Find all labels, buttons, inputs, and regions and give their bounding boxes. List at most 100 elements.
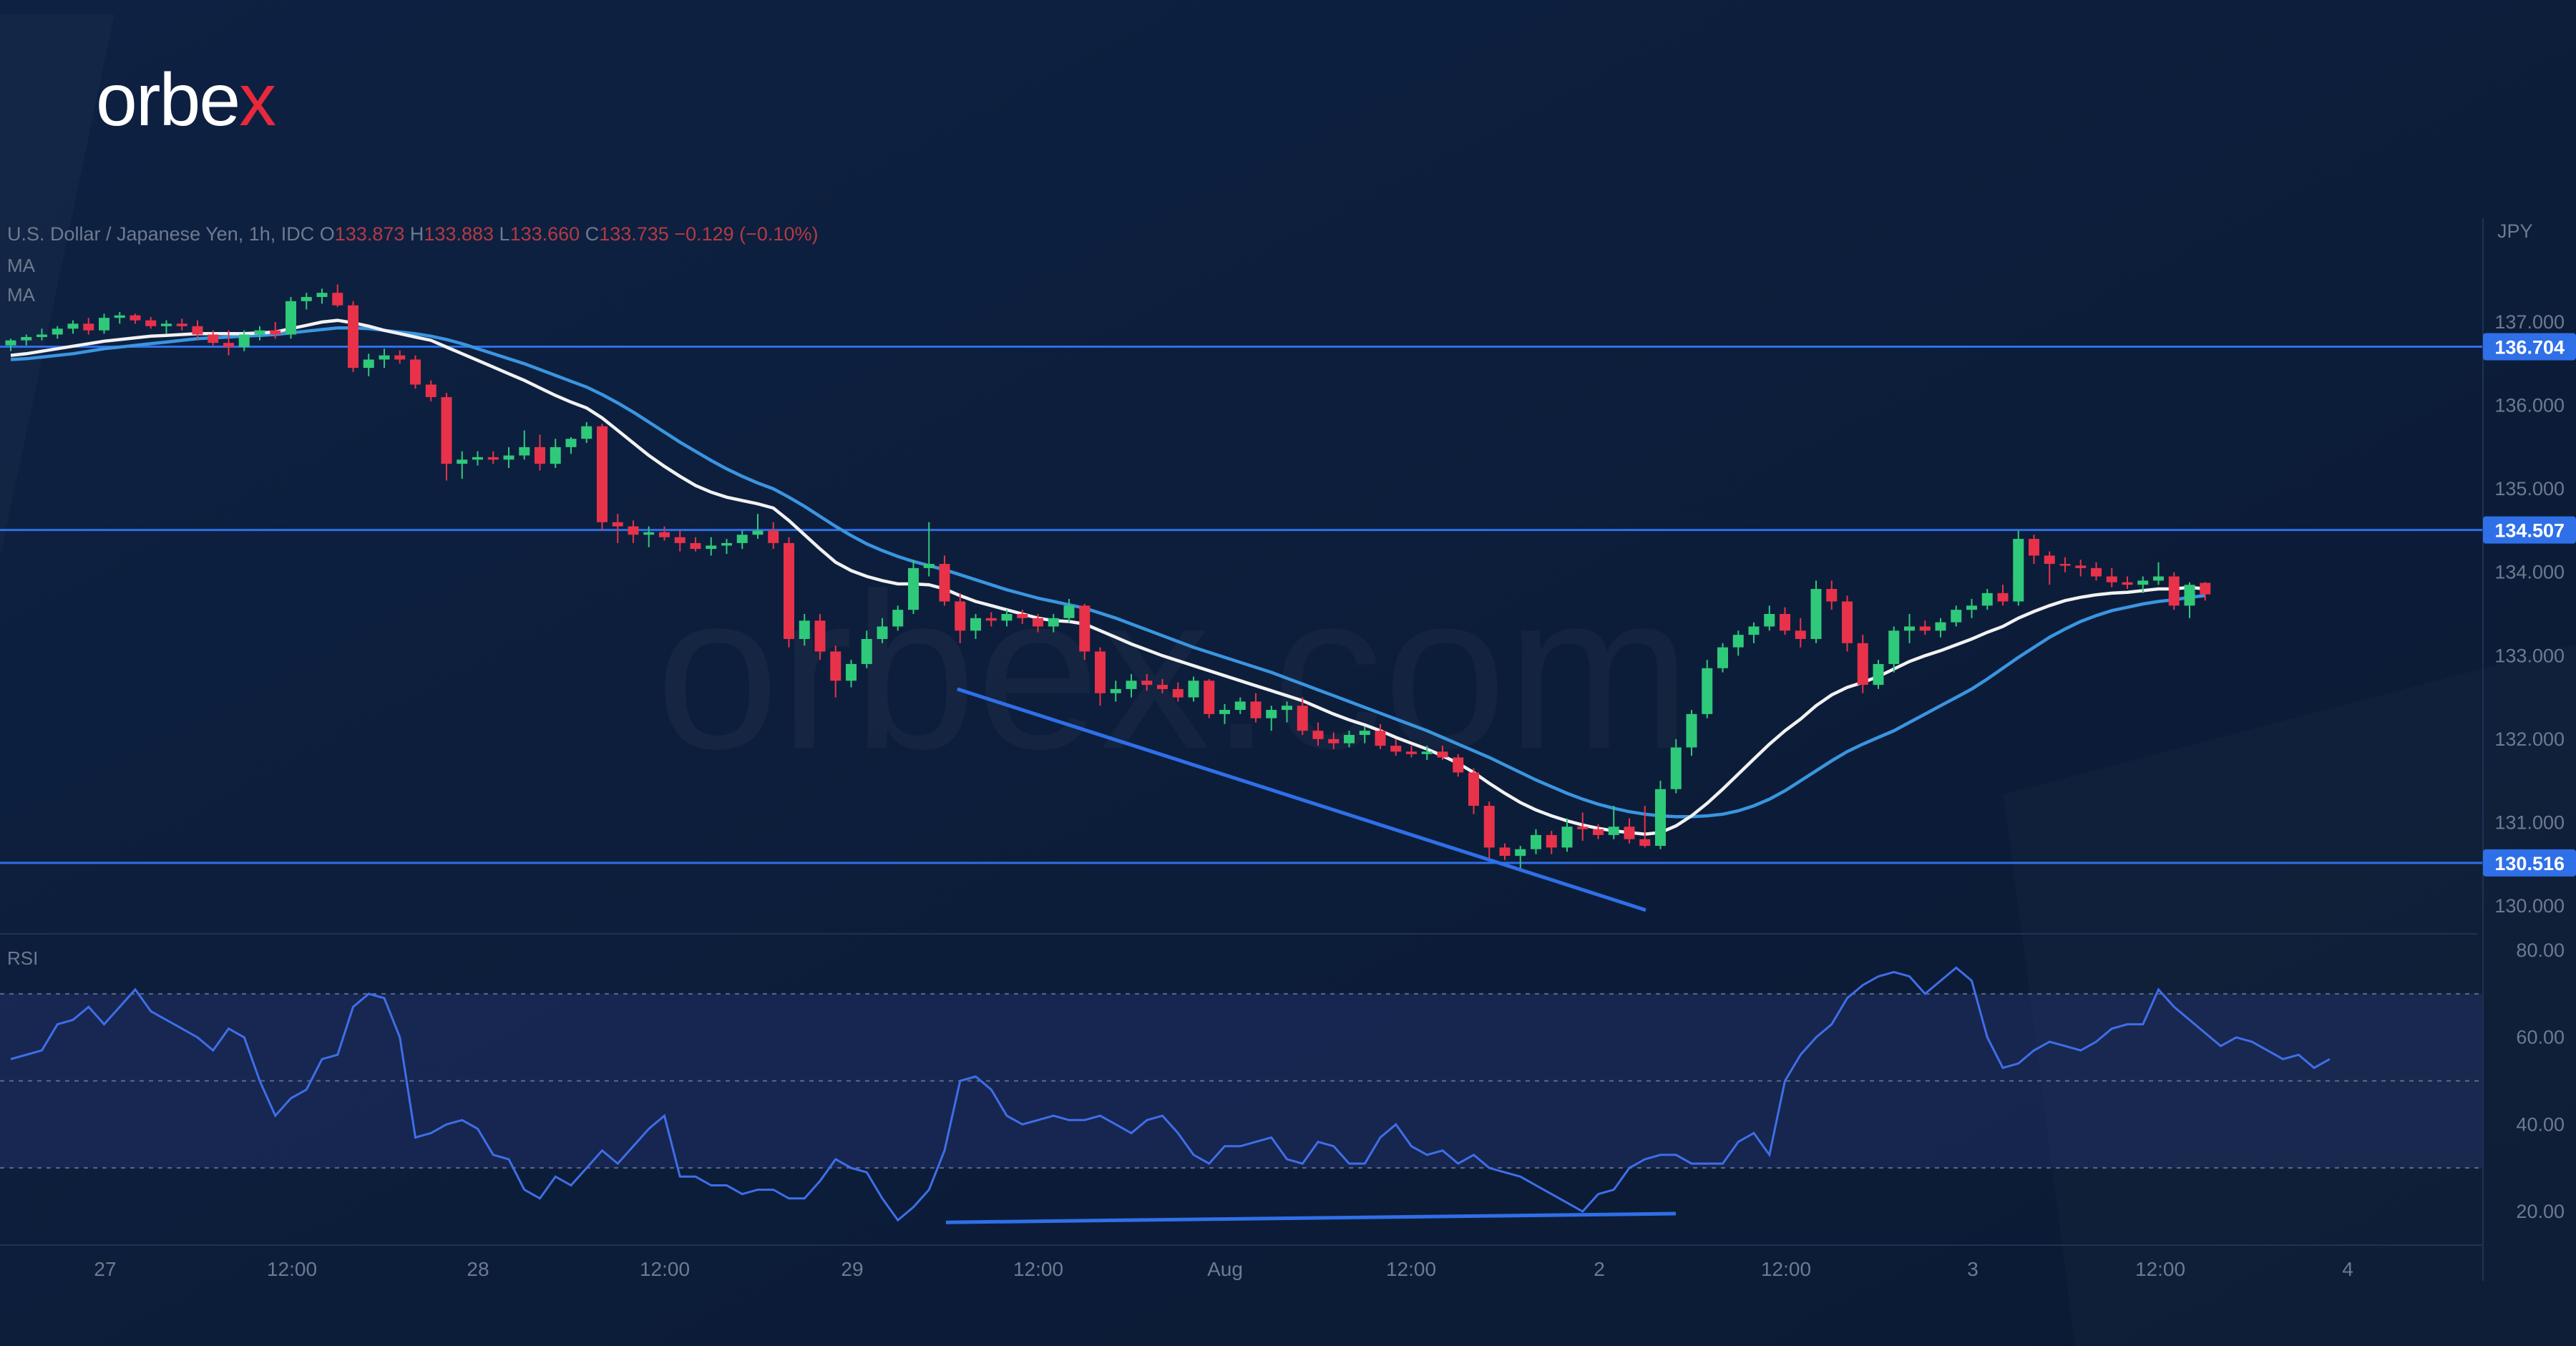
- price-tick-label: 136.000: [2494, 395, 2565, 416]
- candle-body: [1282, 706, 1292, 711]
- candle-body: [550, 447, 561, 464]
- ma-label-slow: MA: [7, 284, 35, 306]
- candle-body: [1157, 685, 1168, 689]
- candle-body: [238, 334, 250, 347]
- candle-body: [1686, 713, 1697, 748]
- change-value: −0.129 (−0.10%): [674, 223, 819, 245]
- candle-body: [1780, 614, 1790, 631]
- candle-body: [1095, 651, 1106, 693]
- candle-body: [176, 323, 187, 326]
- time-tick-label: 27: [94, 1258, 116, 1280]
- candle-body: [1732, 635, 1744, 648]
- candle-body: [316, 293, 328, 298]
- candle-body: [223, 343, 234, 347]
- candle-body: [1655, 789, 1666, 847]
- candle-body: [441, 396, 452, 464]
- rsi-tick-label: 40.00: [2516, 1113, 2565, 1135]
- candle-body: [487, 457, 499, 460]
- level-tag: [2483, 333, 2576, 361]
- candle-body: [877, 626, 888, 639]
- candle-body: [21, 336, 32, 341]
- level-tag: [2483, 516, 2576, 544]
- candle-body: [1390, 746, 1402, 752]
- candle-body: [130, 315, 141, 321]
- candle-body: [1639, 839, 1651, 847]
- candle-body: [784, 542, 794, 639]
- candle-body: [1017, 614, 1028, 618]
- price-tick-label: 135.000: [2494, 478, 2565, 499]
- time-tick-label: 4: [2342, 1258, 2353, 1280]
- candle-body: [597, 426, 608, 522]
- candle-body: [1421, 751, 1433, 754]
- candle-body: [503, 455, 514, 460]
- candle-body: [1033, 618, 1043, 627]
- high-value: 133.883: [424, 223, 494, 245]
- close-value: 133.735: [599, 223, 669, 245]
- candle-body: [83, 323, 94, 331]
- high-label: H: [409, 223, 424, 245]
- time-tick-label: 12:00: [1761, 1258, 1811, 1280]
- candle-body: [36, 334, 47, 337]
- candle-body: [955, 601, 966, 631]
- candle-body: [1359, 731, 1370, 736]
- ma-fast-line: [10, 318, 2206, 836]
- candle-body: [2184, 585, 2195, 606]
- candle-body: [99, 318, 109, 331]
- price-axis: 137.000 136.000 135.000 134.000 133.000 132.0…: [0, 218, 2576, 1281]
- candle-body: [2091, 567, 2102, 577]
- candle-body: [286, 301, 296, 335]
- candle-body: [425, 384, 436, 397]
- symbol-header: U.S. Dollar / Japanese Yen, 1h, IDC O133…: [7, 223, 818, 245]
- candle-body: [1515, 849, 1526, 857]
- rsi-trendline: [945, 1211, 1677, 1224]
- candle-body: [985, 618, 997, 621]
- candle-body: [410, 359, 421, 385]
- candle-body: [1483, 806, 1495, 848]
- level-tag: [2483, 849, 2576, 877]
- time-axis: 27 12:00 28 12:00 29 12:00 Aug 12:00 2 12:00 3 12:0…: [94, 1258, 2353, 1280]
- candle-body: [1764, 614, 1775, 627]
- candlestick-series: [5, 284, 2211, 872]
- candle-body: [1997, 592, 2009, 602]
- candle-body: [2168, 576, 2180, 606]
- candle-body: [1546, 834, 1557, 848]
- candle-body: [1810, 589, 1822, 639]
- candle-body: [1172, 688, 1184, 698]
- candle-body: [923, 564, 935, 568]
- moving-averages: [10, 318, 2206, 836]
- candle-body: [1748, 626, 1760, 635]
- price-tick-label: 134.000: [2494, 562, 2565, 583]
- logo-text: orbe: [96, 59, 240, 142]
- time-tick-label: 28: [467, 1258, 489, 1280]
- candle-body: [1344, 735, 1355, 743]
- candle-body: [690, 542, 701, 550]
- candle-body: [254, 330, 265, 335]
- price-tick-label: 132.000: [2494, 728, 2565, 750]
- candle-body: [1904, 626, 1915, 631]
- candle-body: [659, 532, 670, 537]
- candle-body: [1795, 630, 1806, 639]
- close-label: C: [585, 223, 600, 245]
- candle-body: [1624, 826, 1635, 839]
- candle-body: [1888, 630, 1900, 664]
- candle-body: [721, 542, 732, 546]
- candle-body: [1453, 757, 1464, 773]
- time-tick-label: 12:00: [2135, 1258, 2185, 1280]
- price-tick-label: 133.000: [2494, 645, 2565, 666]
- candle-body: [1499, 847, 1511, 857]
- price-trendline: [957, 687, 1646, 912]
- candle-body: [736, 535, 748, 543]
- orbex-logo: orbex: [96, 63, 276, 137]
- candle-body: [752, 530, 763, 535]
- price-tick-label: 137.000: [2494, 311, 2565, 333]
- candle-body: [1204, 681, 1215, 714]
- candle-body: [332, 293, 343, 306]
- candle-body: [301, 297, 312, 301]
- candle-body: [1826, 589, 1838, 602]
- candle-body: [1702, 668, 1713, 714]
- level-lines: [0, 346, 2483, 864]
- candle-body: [908, 567, 919, 610]
- candle-body: [1297, 706, 1308, 731]
- candle-body: [161, 323, 172, 326]
